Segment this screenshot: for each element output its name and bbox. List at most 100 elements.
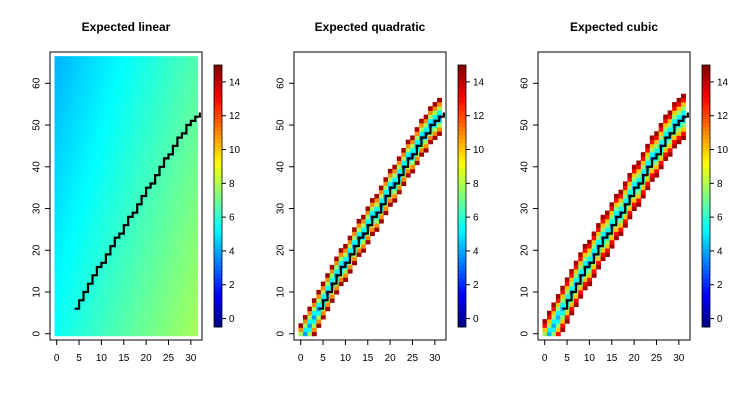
heatmap-cell: [67, 235, 73, 241]
heatmap-cell: [188, 214, 194, 220]
heatmap-cell: [58, 139, 64, 145]
heatmap-cell: [134, 314, 140, 320]
heatmap-cell: [383, 181, 389, 186]
heatmap-cell: [85, 164, 91, 170]
heatmap-cell: [94, 106, 100, 111]
heatmap-cell: [152, 323, 158, 328]
heatmap-cell: [179, 289, 185, 295]
heatmap-cell: [76, 239, 82, 245]
heatmap-cell: [108, 122, 113, 128]
heatmap-cell: [85, 210, 91, 216]
heatmap-cell: [555, 294, 561, 299]
heatmap-cell: [126, 127, 131, 132]
heatmap-cell: [121, 189, 127, 195]
heatmap-cell: [405, 173, 411, 178]
heatmap-cell: [72, 77, 78, 82]
heatmap-cell: [596, 227, 601, 232]
heatmap-cell: [578, 285, 584, 291]
heatmap-cell: [76, 64, 82, 70]
heatmap-cell: [311, 323, 317, 328]
heatmap-cell: [103, 173, 109, 178]
heatmap-cell: [139, 264, 145, 270]
heatmap-cell: [578, 252, 584, 257]
heatmap-cell: [175, 206, 181, 211]
colorbar-tick-label: 10: [473, 145, 485, 156]
chart-title: Expected cubic: [570, 20, 658, 34]
heatmap-cell: [54, 206, 60, 211]
heatmap-cell: [175, 114, 181, 120]
heatmap-cell: [134, 110, 140, 115]
heatmap-cell: [134, 164, 140, 170]
heatmap-cell: [117, 202, 122, 207]
heatmap-cell: [76, 231, 82, 237]
heatmap-cell: [134, 256, 140, 262]
heatmap-cell: [193, 72, 198, 78]
heatmap-cell: [667, 152, 673, 157]
heatmap-cell: [94, 289, 100, 295]
colorbar-segment: [702, 89, 710, 95]
heatmap-cell: [85, 139, 91, 145]
heatmap-cell: [108, 143, 113, 149]
heatmap-cell: [94, 118, 100, 124]
heatmap-cell: [166, 319, 172, 324]
heatmap-cell: [627, 206, 633, 211]
heatmap-cell: [582, 281, 588, 287]
heatmap-cell: [166, 193, 172, 199]
heatmap-cell: [170, 185, 176, 191]
heatmap-cell: [58, 160, 64, 166]
colorbar-segment: [458, 257, 466, 262]
heatmap-cell: [157, 214, 163, 220]
heatmap-cell: [99, 97, 105, 103]
y-tick-label: 0: [520, 331, 531, 337]
heatmap-cell: [166, 235, 172, 241]
heatmap-cell: [378, 189, 384, 195]
heatmap-cell: [54, 77, 60, 82]
heatmap-cell: [157, 72, 163, 78]
heatmap-cell: [94, 110, 100, 115]
heatmap-cell: [188, 139, 194, 145]
heatmap-cell: [179, 185, 185, 191]
heatmap-cell: [108, 72, 113, 78]
heatmap-cell: [184, 85, 189, 90]
heatmap-cell: [126, 152, 131, 157]
heatmap-cell: [428, 110, 433, 115]
heatmap-cell: [188, 314, 194, 320]
heatmap-cell: [139, 177, 145, 182]
heatmap-cell: [72, 127, 78, 132]
heatmap-cell: [126, 185, 131, 191]
heatmap-cell: [58, 285, 64, 291]
heatmap-cell: [103, 298, 109, 303]
heatmap-cell: [166, 127, 172, 132]
heatmap-cell: [67, 89, 73, 95]
heatmap-cell: [184, 118, 189, 124]
heatmap-cell: [148, 269, 154, 274]
heatmap-cell: [139, 164, 145, 170]
heatmap-cell: [58, 77, 64, 82]
heatmap-cell: [108, 131, 113, 136]
heatmap-cell: [148, 285, 154, 291]
heatmap-cell: [130, 127, 136, 132]
heatmap-cell: [622, 198, 628, 203]
colorbar-segment: [214, 257, 222, 262]
heatmap-cell: [157, 135, 163, 141]
heatmap-cell: [188, 235, 194, 241]
heatmap-cell: [170, 235, 176, 241]
heatmap-cell: [72, 131, 78, 136]
heatmap-cell: [94, 202, 100, 207]
heatmap-cell: [600, 214, 606, 220]
heatmap-cell: [622, 181, 628, 186]
heatmap-cell: [166, 173, 172, 178]
heatmap-cell: [126, 289, 131, 295]
heatmap-cell: [152, 72, 158, 78]
heatmap-cell: [618, 223, 624, 228]
heatmap-cell: [58, 106, 64, 111]
y-tick-label: 40: [520, 161, 531, 173]
heatmap-cell: [103, 102, 109, 107]
heatmap-cell: [143, 156, 149, 161]
heatmap-cell: [63, 244, 69, 249]
heatmap-cell: [58, 72, 64, 78]
heatmap-cell: [103, 56, 109, 61]
heatmap-cell: [99, 156, 105, 161]
heatmap-cell: [58, 294, 64, 299]
heatmap-cell: [54, 60, 60, 65]
